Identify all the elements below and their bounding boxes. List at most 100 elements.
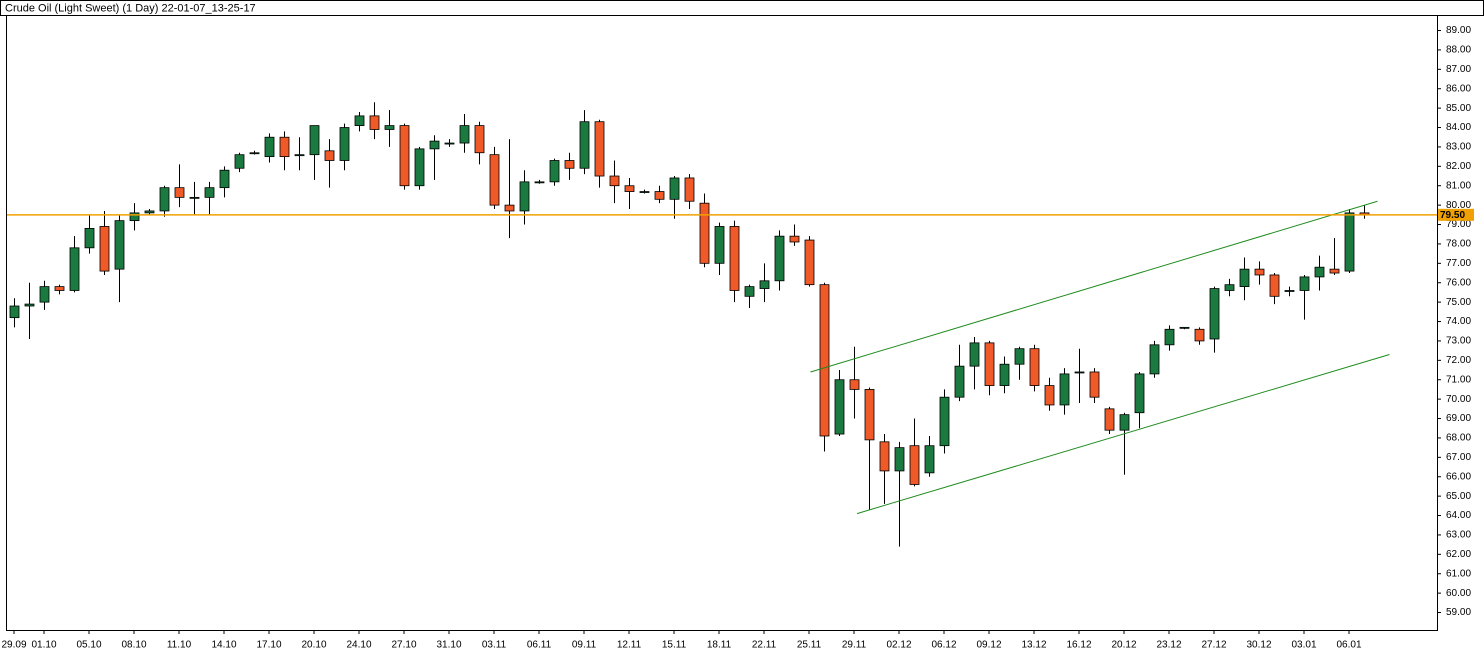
candle-body <box>174 187 185 198</box>
candle-body <box>669 177 680 200</box>
candle-body <box>789 235 800 243</box>
candle-body <box>729 226 740 291</box>
candle-body <box>129 212 140 222</box>
plot-area <box>6 15 1438 631</box>
x-tick-label: 16.12 <box>1066 640 1091 651</box>
x-tick-label: 02.12 <box>886 640 911 651</box>
x-tick-label: 27.10 <box>391 640 416 651</box>
candle-body <box>189 196 200 199</box>
candle-body <box>1224 284 1235 291</box>
y-tick-label: 79.00 <box>1446 219 1471 230</box>
y-tick-label: 82.00 <box>1446 161 1471 172</box>
candle-body <box>444 142 455 145</box>
y-tick-label: 68.00 <box>1446 433 1471 444</box>
candle-body <box>324 150 335 161</box>
x-tick-label: 14.10 <box>211 640 236 651</box>
x-tick-label: 27.12 <box>1201 640 1226 651</box>
y-tick-label: 83.00 <box>1446 142 1471 153</box>
candle-body <box>1194 328 1205 342</box>
candle-body <box>399 125 410 187</box>
y-tick-label: 76.00 <box>1446 277 1471 288</box>
y-tick-label: 69.00 <box>1446 413 1471 424</box>
candle-body <box>1179 326 1190 329</box>
candle-body <box>534 181 545 184</box>
x-tick-label: 24.10 <box>346 640 371 651</box>
candle-body <box>594 121 605 177</box>
x-tick-label: 23.12 <box>1156 640 1181 651</box>
candle-body <box>219 169 230 189</box>
candle-body <box>489 154 500 206</box>
y-tick-label: 75.00 <box>1446 297 1471 308</box>
candle-body <box>114 220 125 270</box>
y-tick-label: 74.00 <box>1446 316 1471 327</box>
y-tick-label: 72.00 <box>1446 355 1471 366</box>
candle-body <box>54 286 65 291</box>
x-tick-label: 03.11 <box>482 640 507 651</box>
candle-body <box>984 342 995 386</box>
candle-body <box>1254 268 1265 276</box>
candle-body <box>744 286 755 297</box>
candle-body <box>234 154 245 169</box>
y-tick-label: 80.00 <box>1446 200 1471 211</box>
y-tick-label: 86.00 <box>1446 83 1471 94</box>
candle-body <box>1029 348 1040 386</box>
candle-body <box>624 185 635 192</box>
candle-body <box>1014 348 1025 365</box>
y-tick-label: 62.00 <box>1446 549 1471 560</box>
candle-body <box>1104 408 1115 431</box>
candle-body <box>1239 268 1250 288</box>
candle-body <box>1269 274 1280 297</box>
y-tick-label: 61.00 <box>1446 568 1471 579</box>
y-tick-label: 65.00 <box>1446 491 1471 502</box>
candle-body <box>504 204 515 212</box>
candle-body <box>279 136 290 158</box>
candle-body <box>84 228 95 249</box>
x-tick-label: 20.10 <box>301 640 326 651</box>
candle-body <box>804 239 815 286</box>
candle-body <box>369 115 380 130</box>
candle-body <box>519 181 530 212</box>
candle-body <box>69 247 80 291</box>
candle-body <box>1329 268 1340 274</box>
candle-body <box>1209 288 1220 340</box>
y-tick-label: 63.00 <box>1446 530 1471 541</box>
y-tick-label: 66.00 <box>1446 471 1471 482</box>
candle-body <box>9 305 20 319</box>
trend-line <box>810 200 1378 373</box>
y-tick-label: 71.00 <box>1446 374 1471 385</box>
candle-body <box>834 379 845 435</box>
y-tick-label: 60.00 <box>1446 588 1471 599</box>
x-tick-label: 17.10 <box>256 640 281 651</box>
x-tick-label: 06.01 <box>1336 640 1361 651</box>
candle-body <box>1314 266 1325 278</box>
candle-body <box>1299 276 1310 291</box>
y-tick-label: 70.00 <box>1446 394 1471 405</box>
y-tick-label: 78.00 <box>1446 239 1471 250</box>
candle-body <box>924 445 935 474</box>
candle-body <box>294 154 305 157</box>
candle-body <box>159 187 170 212</box>
candle-body <box>549 160 560 183</box>
candle-body <box>264 136 275 158</box>
x-tick-label: 20.12 <box>1111 640 1136 651</box>
candle-body <box>1134 373 1145 414</box>
candle-body <box>474 125 485 154</box>
y-tick-label: 84.00 <box>1446 122 1471 133</box>
candle-body <box>354 115 365 126</box>
candle-body <box>414 148 425 187</box>
x-tick-label: 29.11 <box>842 640 867 651</box>
candle-body <box>999 363 1010 386</box>
price-label: 79.50 <box>1440 210 1465 221</box>
candle-body <box>204 187 215 198</box>
candle-body <box>1119 414 1130 431</box>
candle-body <box>39 286 50 303</box>
x-tick-label: 29.09 <box>1 640 26 651</box>
candle-body <box>309 125 320 156</box>
chart-title: Crude Oil (Light Sweet) (1 Day) 22-01-07… <box>5 2 256 14</box>
y-tick-label: 87.00 <box>1446 64 1471 75</box>
candle-body <box>819 284 830 437</box>
candle-body <box>849 379 860 390</box>
price-label-box <box>1438 208 1474 221</box>
x-tick-label: 25.11 <box>797 640 822 651</box>
